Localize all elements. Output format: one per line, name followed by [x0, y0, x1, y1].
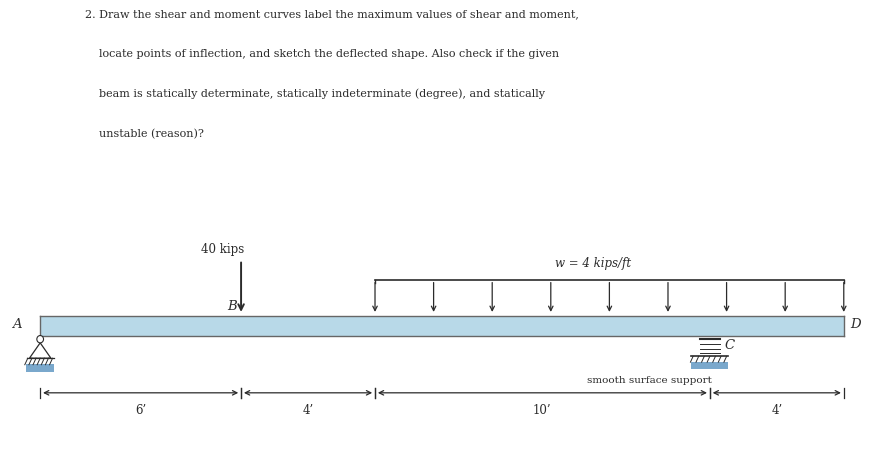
- Polygon shape: [30, 343, 51, 358]
- Text: 40 kips: 40 kips: [201, 243, 244, 256]
- Text: beam is statically determinate, statically indeterminate (degree), and staticall: beam is statically determinate, statical…: [85, 89, 545, 99]
- Text: smooth surface support: smooth surface support: [587, 376, 712, 386]
- Text: w = 4 kips/ft: w = 4 kips/ft: [554, 256, 630, 270]
- Text: 2. Draw the shear and moment curves label the maximum values of shear and moment: 2. Draw the shear and moment curves labe…: [85, 9, 578, 19]
- Bar: [26, 364, 55, 371]
- Text: B: B: [227, 299, 237, 313]
- Text: unstable (reason)?: unstable (reason)?: [85, 129, 204, 139]
- Text: 4’: 4’: [302, 404, 314, 417]
- Text: C: C: [725, 339, 735, 352]
- Circle shape: [37, 336, 44, 343]
- Text: 4’: 4’: [772, 404, 782, 417]
- Text: locate points of inflection, and sketch the deflected shape. Also check if the g: locate points of inflection, and sketch …: [85, 49, 559, 59]
- Text: 6’: 6’: [135, 404, 147, 417]
- Bar: [691, 362, 729, 370]
- Text: 10’: 10’: [533, 404, 552, 417]
- Bar: [40, 316, 844, 336]
- Text: A: A: [13, 318, 21, 331]
- Text: D: D: [850, 318, 860, 331]
